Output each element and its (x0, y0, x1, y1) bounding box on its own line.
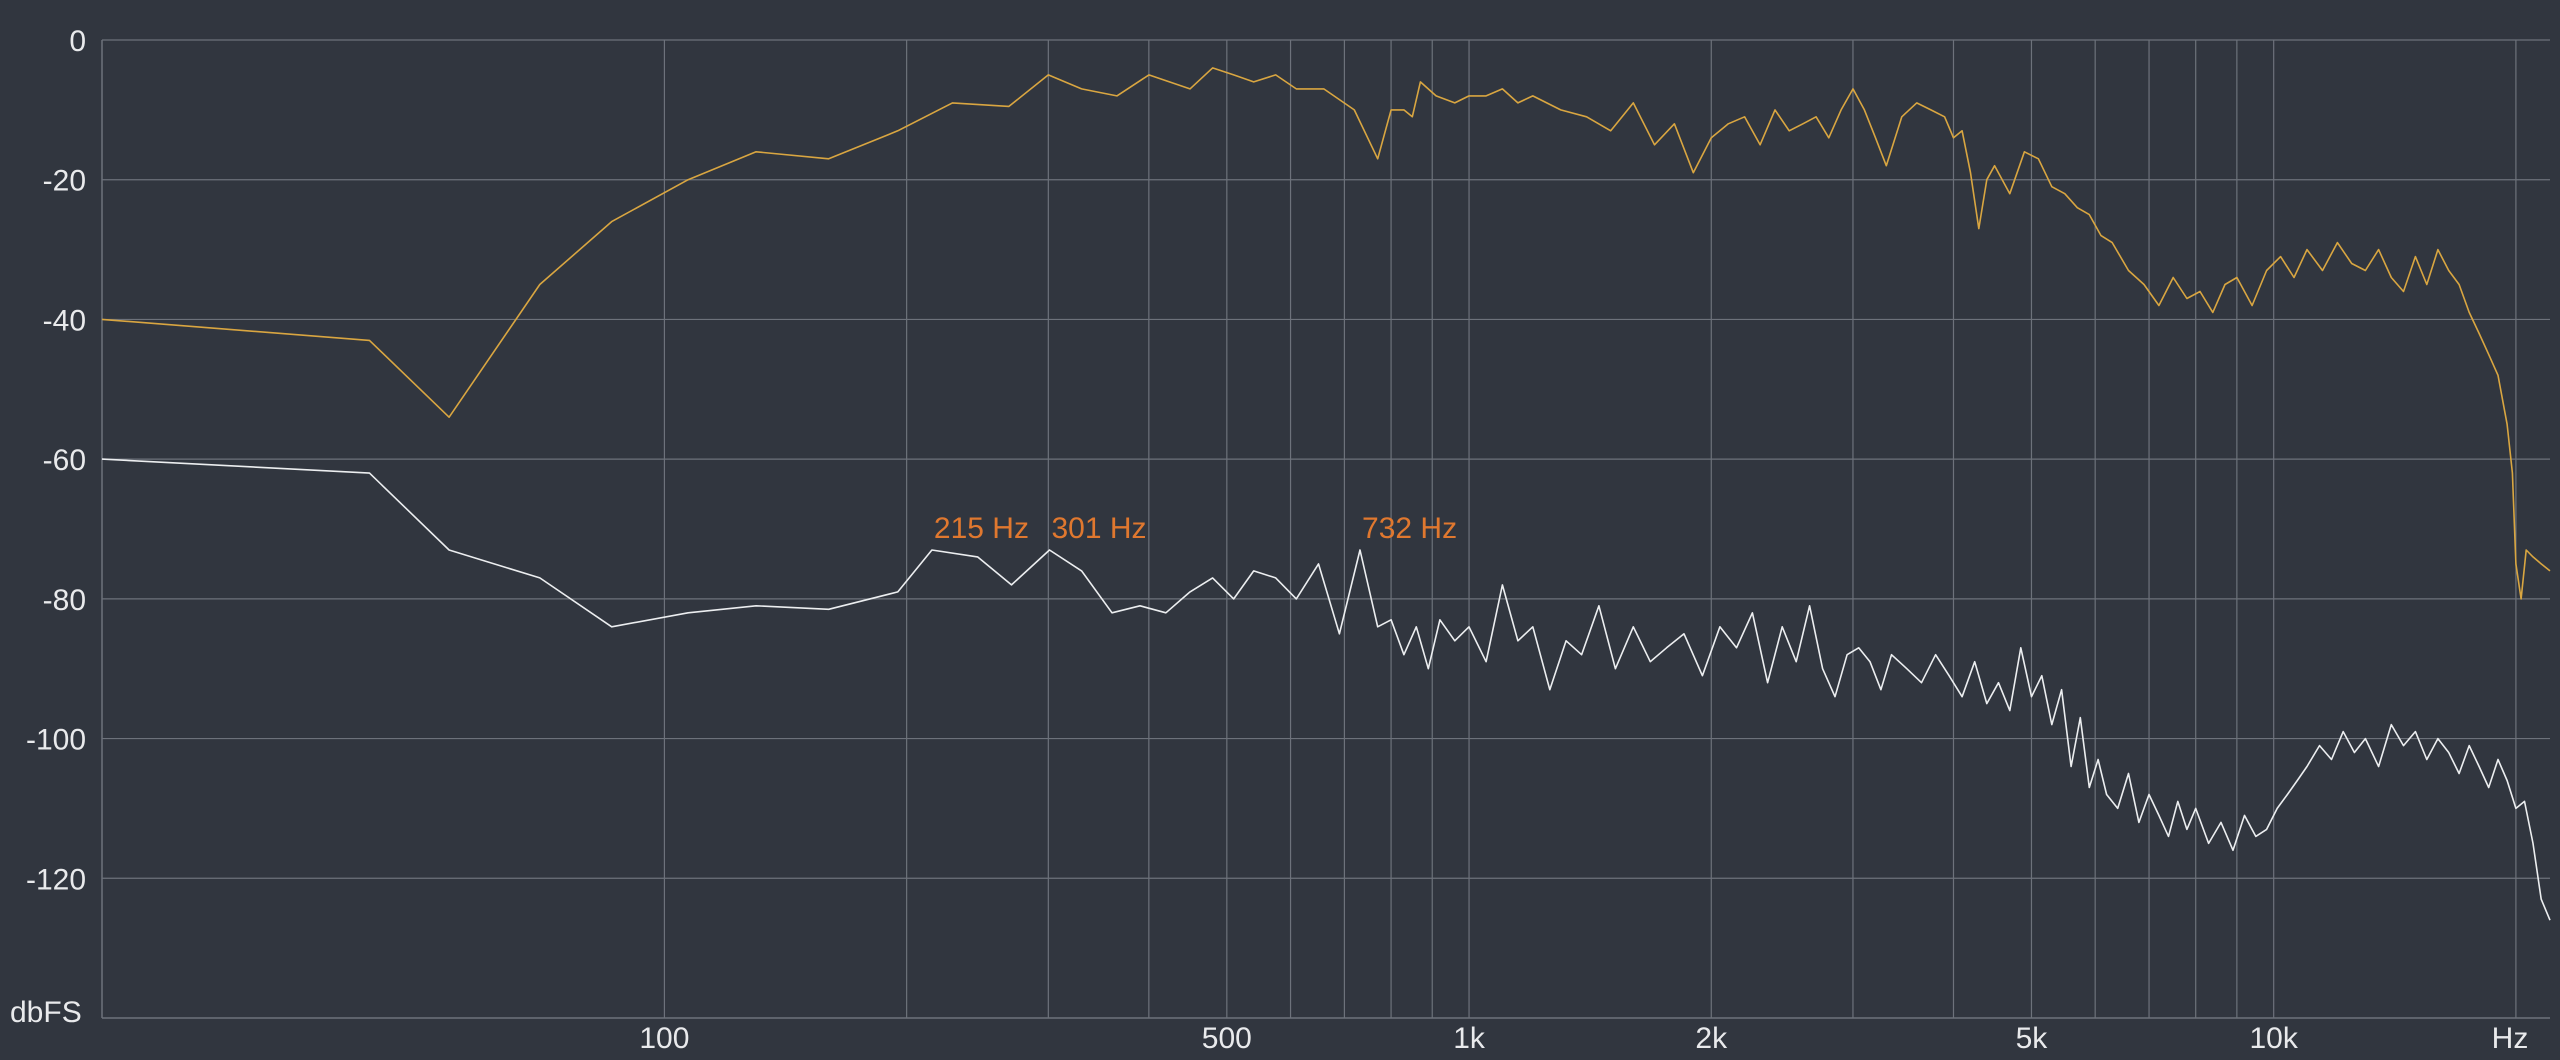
annotation-layer: 215 Hz 301 Hz 732 Hz (934, 512, 1457, 545)
y-axis-label: dbFS (10, 996, 82, 1029)
series-line-1 (101, 67, 2551, 600)
peak-annotation: 215 Hz (934, 512, 1029, 545)
y-tick-label: -100 (26, 724, 86, 757)
y-tick-label: -60 (43, 444, 86, 477)
series-line-2 (101, 458, 2551, 921)
x-axis-label: Hz (2492, 1022, 2529, 1055)
x-tick-label: 2k (1695, 1022, 1728, 1055)
x-tick-label: 5k (2016, 1022, 2049, 1055)
y-tick-label: -120 (26, 863, 86, 896)
series-layer (101, 67, 2551, 921)
x-tick-label: 1k (1453, 1022, 1486, 1055)
y-tick-label: 0 (69, 25, 86, 58)
y-tick-label: -80 (43, 584, 86, 617)
y-tick-label: -40 (43, 304, 86, 337)
y-tick-label: -20 (43, 165, 86, 198)
x-tick-label: 500 (1202, 1022, 1252, 1055)
x-tick-label: 100 (639, 1022, 689, 1055)
peak-annotation: 301 Hz (1051, 512, 1146, 545)
x-tick-label: 10k (2249, 1022, 2298, 1055)
peak-annotation: 732 Hz (1362, 512, 1457, 545)
tick-labels: 0 -20 -40 -60 -80 -100 -120 100 500 1k 2k 5k 10k (26, 25, 2299, 1055)
grid (101, 39, 2550, 1019)
